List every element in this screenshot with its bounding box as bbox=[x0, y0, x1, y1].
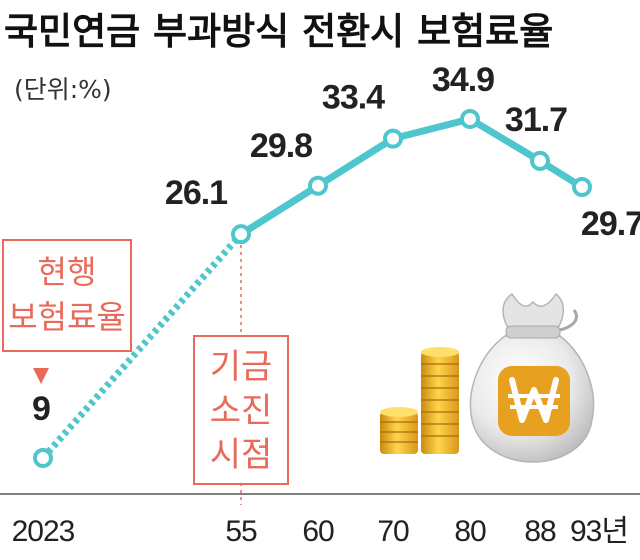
won-money-bag-icon bbox=[470, 294, 593, 462]
data-label: 29.8 bbox=[250, 127, 312, 165]
data-point bbox=[574, 179, 590, 195]
x-tick-label: 93년 bbox=[570, 515, 628, 548]
data-label: 33.4 bbox=[322, 79, 385, 117]
data-label: 31.7 bbox=[505, 101, 567, 139]
fund-depletion-line-2: 소진 bbox=[210, 391, 273, 431]
x-tick-label: 2023 bbox=[12, 515, 75, 548]
x-tick-layer: 2023 55 60 70 80 88 93년 bbox=[12, 515, 628, 548]
current-rate-line-1: 현행 bbox=[38, 253, 97, 291]
x-tick-label: 80 bbox=[454, 515, 486, 548]
current-rate-pointer bbox=[33, 368, 49, 384]
data-point bbox=[310, 178, 326, 194]
current-rate-line-2: 보험료율 bbox=[8, 298, 126, 336]
data-point bbox=[35, 450, 51, 466]
x-tick-label: 70 bbox=[377, 515, 409, 548]
data-point bbox=[462, 111, 478, 127]
data-label: 9 bbox=[32, 390, 50, 428]
fund-depletion-line-1: 기금 bbox=[210, 347, 273, 387]
data-label: 26.1 bbox=[165, 174, 227, 212]
x-tick-label: 60 bbox=[302, 515, 334, 548]
data-point bbox=[233, 226, 249, 242]
chart-title: 국민연금 부과방식 전환시 보험료율 bbox=[4, 10, 553, 53]
data-label: 29.7 bbox=[581, 205, 640, 243]
unit-label: (단위:%) bbox=[14, 75, 112, 104]
gold-coin-stack-icon bbox=[380, 347, 459, 454]
data-label: 34.9 bbox=[432, 61, 494, 99]
data-point bbox=[532, 153, 548, 169]
fund-depletion-line-3: 시점 bbox=[210, 435, 273, 475]
x-tick-label: 88 bbox=[524, 515, 556, 548]
data-point bbox=[385, 131, 401, 147]
x-tick-label: 55 bbox=[225, 515, 257, 548]
